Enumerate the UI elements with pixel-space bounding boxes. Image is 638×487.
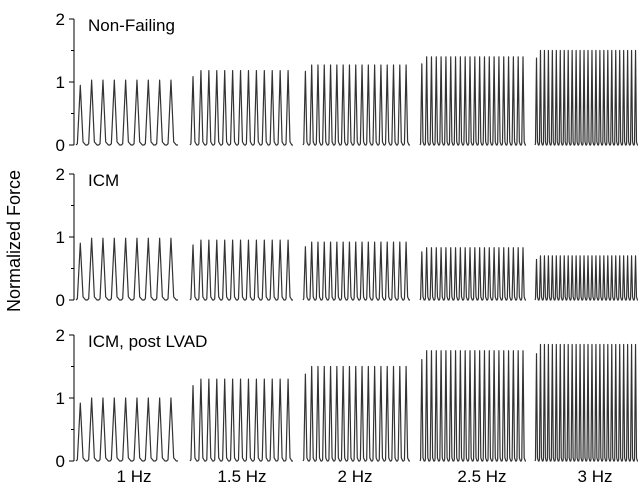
y-tick-label: 0 bbox=[56, 136, 65, 155]
force-trace bbox=[419, 247, 526, 301]
panel-0: 0 1 2 Non-Failing bbox=[56, 10, 638, 155]
force-trace bbox=[189, 70, 293, 146]
y-tick-label: 2 bbox=[56, 165, 65, 184]
frequency-labels: 1 Hz 1.5 Hz 2 Hz 2.5 Hz 3 Hz bbox=[117, 467, 613, 486]
y-tick-label: 2 bbox=[56, 326, 65, 345]
frequency-label: 2.5 Hz bbox=[457, 467, 506, 486]
force-trace bbox=[75, 79, 178, 146]
force-trace bbox=[189, 378, 293, 462]
force-trace bbox=[534, 343, 638, 462]
panel-title: ICM, post LVAD bbox=[88, 332, 207, 351]
y-axis-label: Normalized Force bbox=[4, 170, 24, 312]
force-trace bbox=[302, 64, 410, 146]
frequency-label: 1.5 Hz bbox=[217, 467, 266, 486]
force-trace bbox=[419, 56, 526, 146]
force-trace bbox=[189, 239, 293, 301]
panel-2: 0 1 2 ICM, post LVAD bbox=[56, 326, 638, 471]
panel-1: 0 1 2 ICM bbox=[56, 165, 638, 310]
force-trace bbox=[302, 241, 410, 301]
y-tick-label: 1 bbox=[56, 389, 65, 408]
force-trace bbox=[302, 365, 410, 462]
force-trace bbox=[534, 255, 638, 301]
y-tick-label: 1 bbox=[56, 228, 65, 247]
panel-title: ICM bbox=[88, 171, 119, 190]
panels: 0 1 2 Non-Failing 0 1 2 ICM 0 1 2 ICM, post LVAD bbox=[56, 10, 638, 471]
force-trace bbox=[419, 350, 526, 462]
y-tick-label: 0 bbox=[56, 291, 65, 310]
force-trace bbox=[75, 397, 178, 462]
force-trace bbox=[75, 237, 178, 301]
force-trace bbox=[534, 49, 638, 146]
frequency-label: 1 Hz bbox=[117, 467, 152, 486]
panel-title: Non-Failing bbox=[88, 16, 175, 35]
frequency-label: 3 Hz bbox=[578, 467, 613, 486]
frequency-label: 2 Hz bbox=[338, 467, 373, 486]
y-tick-label: 0 bbox=[56, 452, 65, 471]
y-tick-label: 1 bbox=[56, 73, 65, 92]
y-tick-label: 2 bbox=[56, 10, 65, 29]
